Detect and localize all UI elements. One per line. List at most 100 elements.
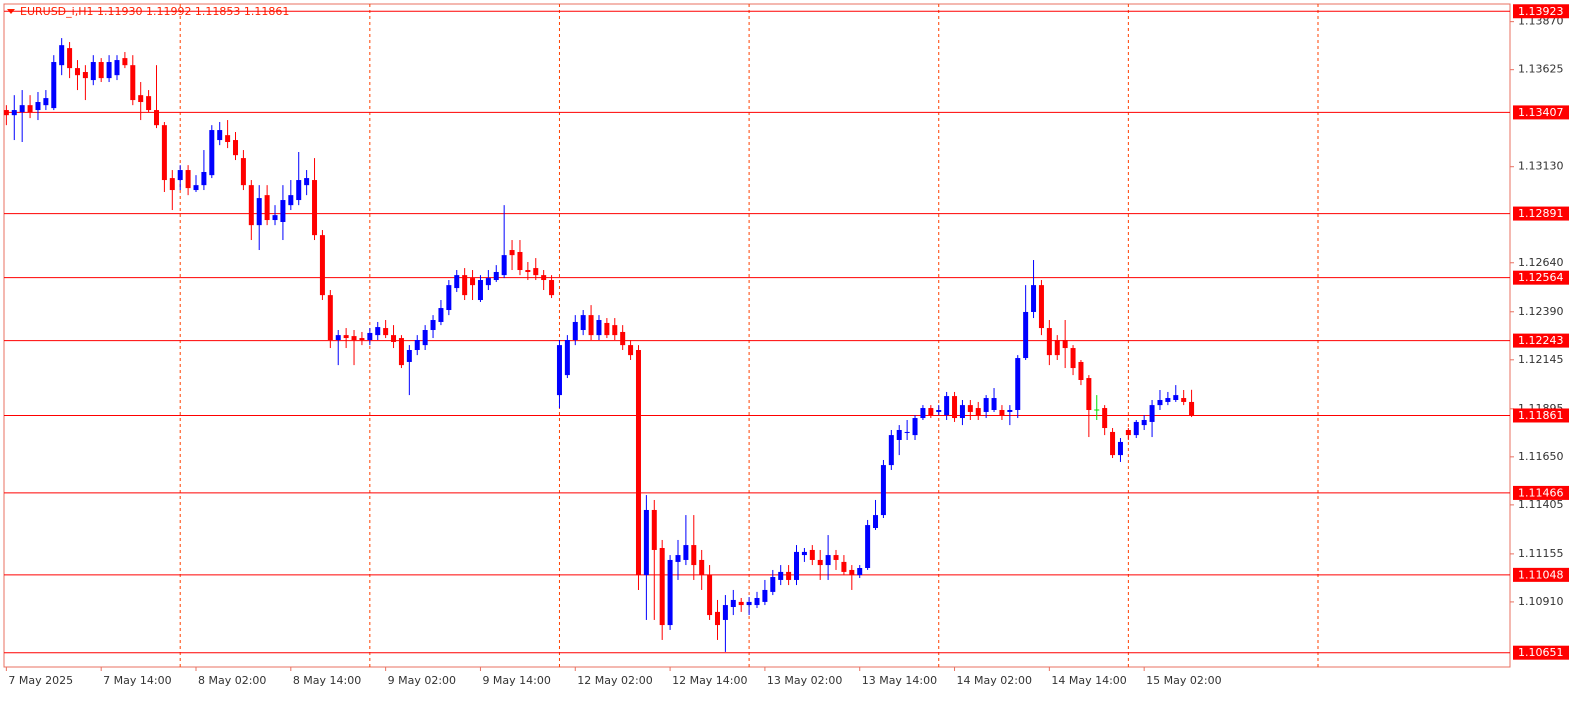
candle-body [375, 327, 381, 336]
x-tick-label: 14 May 14:00 [1051, 674, 1126, 687]
candle-body [825, 555, 831, 566]
candle-body [470, 278, 476, 286]
level-label: 1.11048 [1518, 568, 1564, 581]
candle-body [201, 172, 207, 186]
candle-body [541, 275, 547, 281]
candle-body [904, 431, 910, 433]
level-label-box [1513, 4, 1569, 19]
candle-body [794, 551, 800, 580]
candle-body [1054, 340, 1060, 356]
candle-body [1125, 429, 1131, 436]
x-tick-label: 13 May 02:00 [767, 674, 842, 687]
candle-body [406, 350, 412, 362]
candle-body [1189, 401, 1195, 416]
candle-body [27, 105, 33, 113]
candle-body [714, 611, 720, 626]
candle-body [841, 561, 847, 572]
candle-body [786, 571, 792, 580]
candle-body [391, 335, 397, 342]
candle-body [146, 96, 152, 111]
candle-body [762, 589, 768, 602]
candle-body [256, 198, 262, 226]
candle-body [351, 336, 357, 341]
candle-body [359, 338, 365, 341]
level-label: 1.13923 [1518, 5, 1564, 18]
candle-body [67, 48, 73, 69]
level-label-box [1513, 645, 1569, 660]
candle-body [1133, 421, 1139, 436]
candle-body [928, 408, 934, 416]
candle-body [1117, 441, 1123, 456]
candle-body [193, 185, 199, 191]
candle-body [383, 328, 389, 336]
candle-body [730, 599, 736, 608]
candle-body [952, 396, 958, 419]
candle-body [74, 68, 80, 76]
candle-body [667, 559, 673, 626]
candle-body [319, 235, 325, 296]
candle-body [35, 102, 41, 111]
candle-body [280, 200, 286, 222]
candle-body [596, 320, 602, 336]
x-tick-label: 8 May 02:00 [198, 674, 266, 687]
candle-body [327, 295, 333, 341]
candle-body [367, 332, 373, 341]
candle-body [485, 278, 491, 286]
candle-body [604, 322, 610, 336]
candle-body [1023, 311, 1029, 359]
candle-body [517, 251, 523, 271]
candle-body [754, 597, 760, 606]
candle-body [296, 180, 302, 201]
candle-body [422, 330, 428, 346]
candle-body [248, 185, 254, 226]
candle-body [398, 338, 404, 366]
candle-body [1086, 378, 1092, 410]
candle-body [556, 345, 562, 396]
candle-body [1078, 361, 1084, 381]
candle-body [312, 180, 318, 236]
x-tick-label: 8 May 14:00 [293, 674, 361, 687]
level-label-box [1513, 567, 1569, 582]
candle-body [1062, 340, 1068, 349]
candle-body [975, 408, 981, 416]
y-tick-label: 1.10910 [1518, 595, 1564, 608]
candle-body [430, 320, 436, 331]
candle-body [454, 275, 460, 289]
x-tick-label: 12 May 14:00 [672, 674, 747, 687]
candle-body [533, 268, 539, 276]
plot-frame [3, 3, 1511, 668]
y-tick-label: 1.12145 [1518, 353, 1564, 366]
candle-body [138, 95, 144, 103]
level-label-box [1513, 270, 1569, 285]
candle-body [880, 465, 886, 516]
candle-body [525, 270, 531, 272]
candle-body [51, 62, 57, 109]
candle-body [90, 62, 96, 81]
candle-body [462, 275, 468, 296]
candle-body [707, 575, 713, 616]
candle-body [335, 335, 341, 341]
candle-body [19, 105, 25, 113]
candle-body [936, 409, 942, 412]
x-tick-label: 14 May 02:00 [957, 674, 1032, 687]
candle-body [920, 408, 926, 419]
candle-body [446, 285, 452, 311]
candle-body [114, 60, 120, 76]
candle-body [240, 158, 246, 186]
candle-body [659, 548, 665, 626]
level-label: 1.12564 [1518, 271, 1564, 284]
x-tick-label: 12 May 02:00 [577, 674, 652, 687]
level-label-box [1513, 485, 1569, 500]
candle-body [675, 555, 681, 562]
level-label: 1.10651 [1518, 646, 1564, 659]
candle-body [944, 396, 950, 416]
y-tick-label: 1.13130 [1518, 160, 1564, 173]
candle-body [722, 605, 728, 620]
candle-body [770, 577, 776, 592]
candle-body [959, 405, 965, 419]
candle-body [130, 65, 136, 101]
candle-body [501, 255, 507, 276]
candle-body [691, 545, 697, 566]
level-label-box [1513, 206, 1569, 221]
